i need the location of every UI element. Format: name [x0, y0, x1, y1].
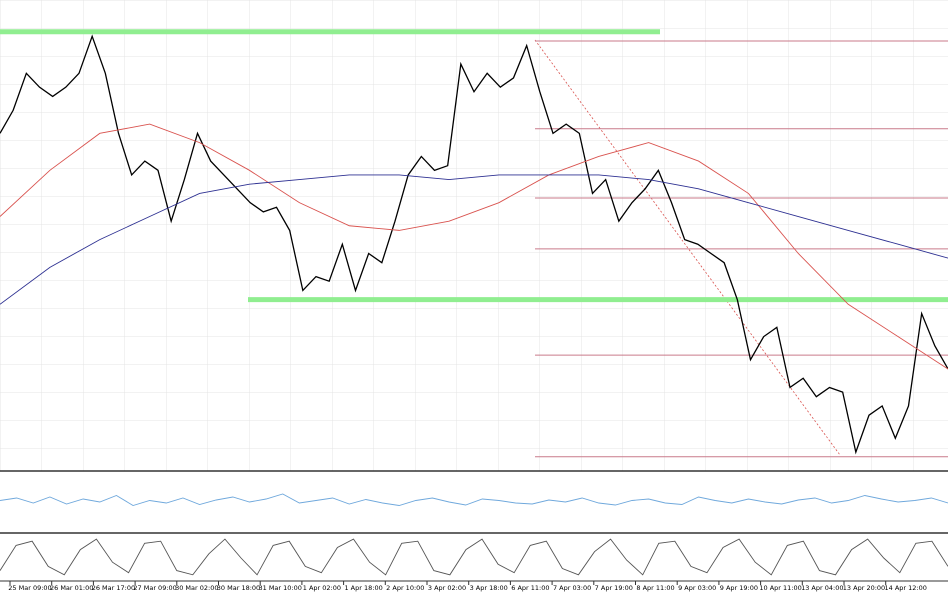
- x-tick-label: 30 Mar 02:00: [175, 584, 218, 592]
- x-tick-label: 3 Apr 02:00: [428, 584, 466, 592]
- x-tick-label: 8 Apr 11:00: [636, 584, 674, 592]
- x-tick-label: 9 Apr 03:00: [678, 584, 716, 592]
- x-tick-label: 14 Apr 12:00: [885, 584, 927, 592]
- x-tick-label: 7 Apr 03:00: [553, 584, 591, 592]
- series-line: [0, 34, 948, 455]
- x-tick-label: 7 Apr 19:00: [595, 584, 633, 592]
- x-tick-label: 1 Apr 18:00: [344, 584, 382, 592]
- x-tick-label: 13 Apr 20:00: [843, 584, 885, 592]
- x-tick-label: 26 Mar 01:00: [50, 584, 93, 592]
- x-tick-label: 27 Mar 09:00: [133, 584, 176, 592]
- x-tick-label: 6 Apr 11:00: [511, 584, 549, 592]
- x-tick-label: 13 Apr 04:00: [801, 584, 843, 592]
- x-tick-label: 31 Mar 10:00: [258, 584, 301, 592]
- x-tick-label: 9 Apr 19:00: [720, 584, 758, 592]
- x-tick-label: 2 Apr 10:00: [386, 584, 424, 592]
- x-tick-label: 10 Apr 11:00: [759, 584, 801, 592]
- series-line: [0, 538, 948, 576]
- series-line: [0, 174, 948, 305]
- grid: [0, 0, 948, 471]
- x-tick-label: 30 Mar 18:00: [217, 584, 260, 592]
- x-tick-label: 1 Apr 02:00: [303, 584, 341, 592]
- x-tick-label: 3 Apr 18:00: [470, 584, 508, 592]
- x-tick-label: 25 Mar 09:00: [8, 584, 51, 592]
- series-line: [0, 123, 948, 370]
- series-line: [0, 493, 948, 506]
- x-tick-label: 26 Mar 17:00: [92, 584, 135, 592]
